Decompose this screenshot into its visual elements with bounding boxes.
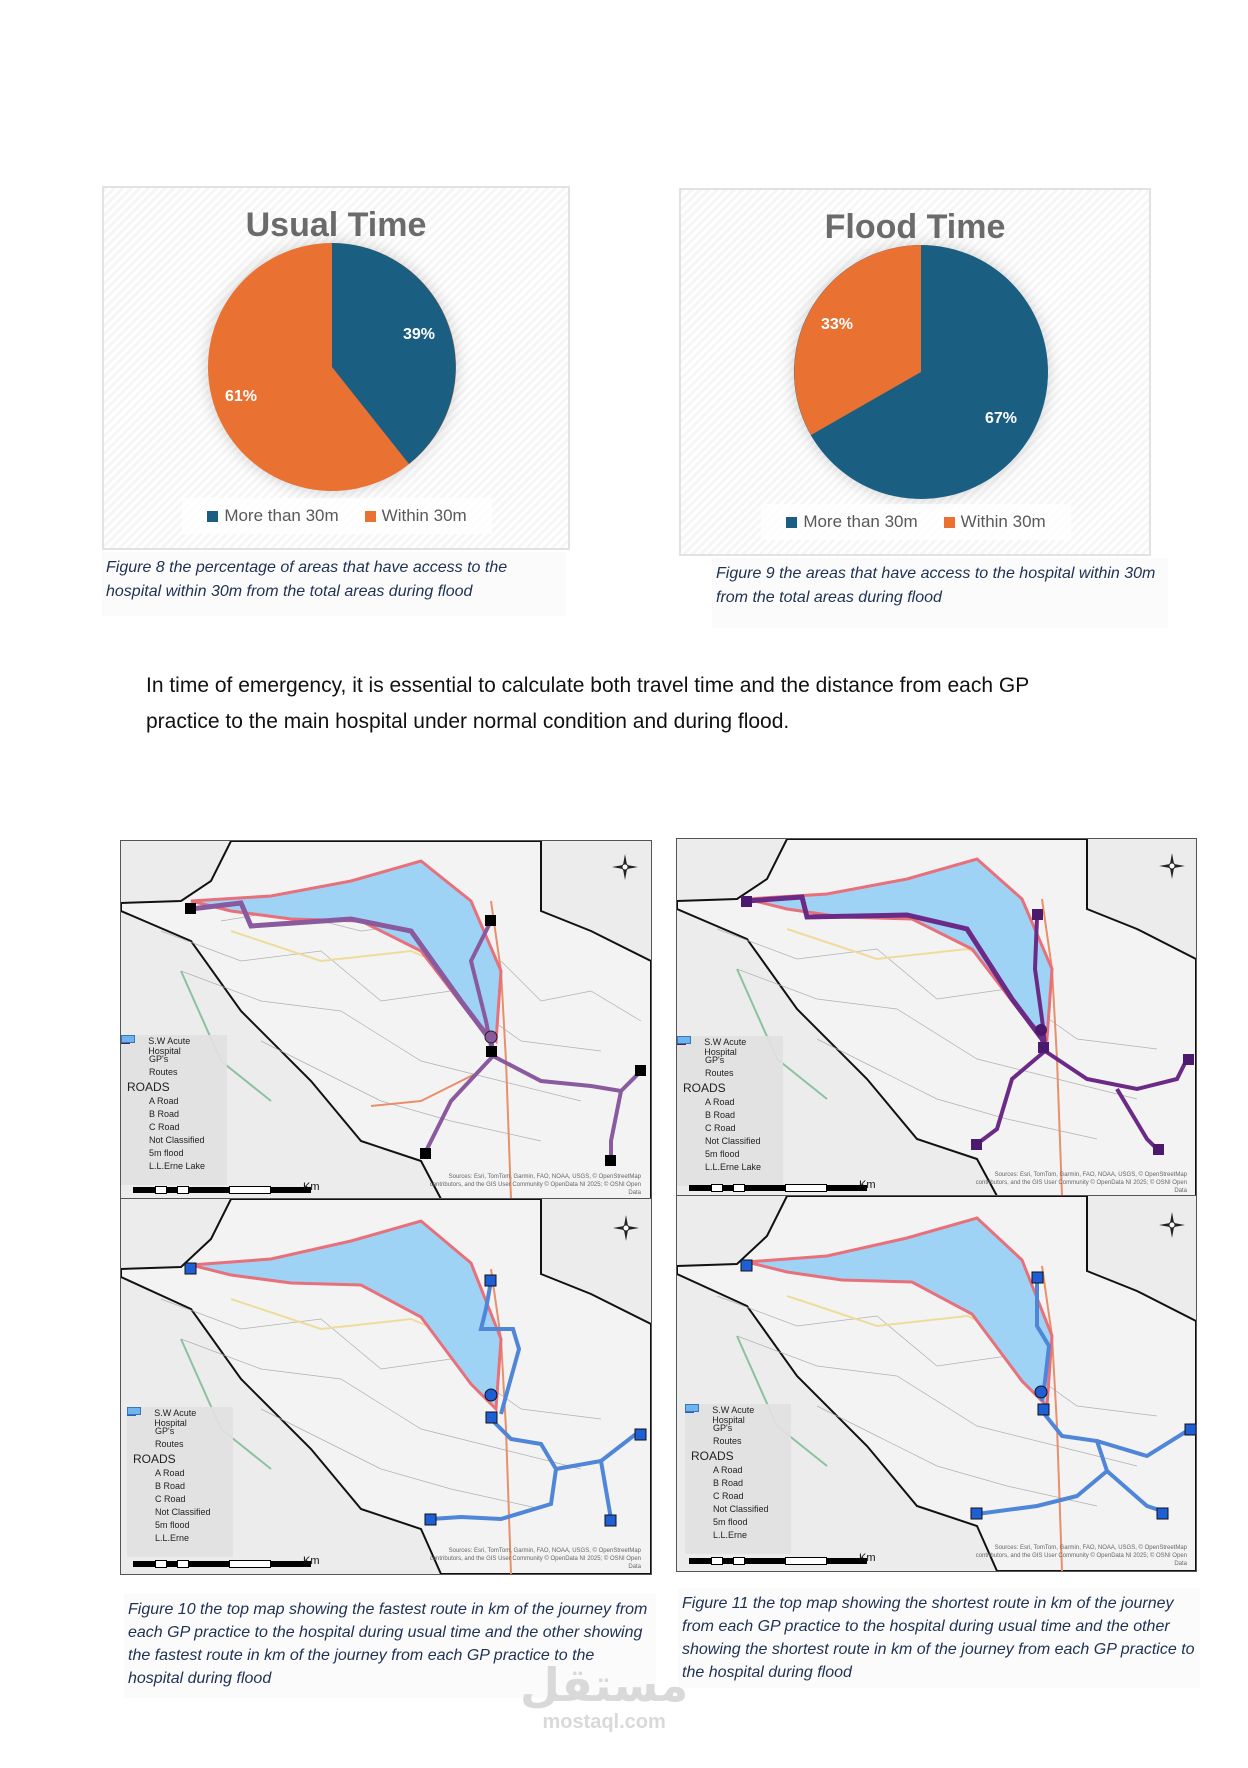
legend-label: More than 30m [803, 512, 918, 531]
map-legend: S.W Acute Hospital GP's Routes ROADS A R… [127, 1407, 233, 1557]
legend-a-road: A Road [705, 1096, 735, 1107]
map-attribution: Sources: Esri, TomTom, Garmin, FAO, NOAA… [975, 1172, 1187, 1194]
swatch-blue-icon [786, 516, 798, 528]
legend-item-within: Within 30m [943, 512, 1046, 532]
scale-unit: Km [303, 1181, 320, 1193]
legend-item-more: More than 30m [786, 512, 918, 532]
pie-label-within: 33% [821, 316, 854, 333]
legend-item-within: Within 30m [364, 506, 467, 526]
pie-chart: 33% 67% [793, 244, 1049, 500]
legend-roads-heading: ROADS [691, 1449, 734, 1463]
legend-flood: 5m flood [705, 1148, 740, 1159]
legend-lake: L.L.Erne [155, 1532, 190, 1543]
chart-legend: More than 30m Within 30m [182, 498, 492, 534]
north-arrow-icon [1157, 851, 1187, 881]
legend-not-classified: Not Classified [713, 1503, 769, 1514]
figure-9-caption: Figure 9 the areas that have access to t… [712, 558, 1168, 628]
north-arrow-icon [610, 852, 640, 882]
legend-not-classified: Not Classified [155, 1506, 211, 1517]
legend-routes: Routes [149, 1066, 178, 1077]
scale-unit: Km [303, 1555, 320, 1567]
map-attribution: Sources: Esri, TomTom, Garmin, FAO, NOAA… [429, 1174, 641, 1196]
legend-roads-heading: ROADS [127, 1080, 170, 1094]
north-arrow-icon [1157, 1210, 1187, 1240]
scale-bar [133, 1560, 311, 1568]
watermark-arabic: مستقل [520, 1659, 689, 1711]
body-paragraph: In time of emergency, it is essential to… [146, 674, 1029, 733]
legend-flood: 5m flood [149, 1147, 184, 1158]
figure-8-caption: Figure 8 the percentage of areas that ha… [102, 552, 566, 616]
legend-gps: GP's [149, 1053, 169, 1064]
legend-b-road: B Road [155, 1480, 186, 1491]
legend-roads-heading: ROADS [133, 1452, 176, 1466]
legend-b-road: B Road [149, 1108, 180, 1119]
swatch-blue-icon [207, 510, 219, 522]
legend-routes: Routes [713, 1435, 742, 1446]
pie-label-more: 39% [403, 326, 436, 343]
legend-item-more: More than 30m [207, 506, 339, 526]
map-canvas [677, 839, 1196, 1196]
scale-unit: Km [859, 1179, 876, 1191]
map-canvas [677, 1196, 1196, 1571]
pie-label-within: 61% [225, 388, 258, 405]
legend-label: More than 30m [224, 506, 339, 525]
legend-hospital: S.W Acute Hospital [712, 1404, 755, 1425]
scale-bar [689, 1184, 867, 1192]
legend-not-classified: Not Classified [705, 1135, 761, 1146]
pie-label-more: 67% [985, 410, 1018, 427]
legend-b-road: B Road [713, 1477, 744, 1488]
legend-routes: Routes [705, 1067, 734, 1078]
map-fastest-usual: S.W Acute Hospital GP's Routes ROADS A R… [120, 840, 652, 1200]
map-legend: S.W Acute Hospital GP's Routes ROADS A R… [677, 1036, 783, 1186]
legend-c-road: C Road [705, 1122, 736, 1133]
legend-a-road: A Road [713, 1464, 743, 1475]
legend-c-road: C Road [149, 1121, 180, 1132]
legend-b-road: B Road [705, 1109, 736, 1120]
map-shortest-flood: S.W Acute Hospital GP's Routes ROADS A R… [676, 1195, 1197, 1572]
map-legend: S.W Acute Hospital GP's Routes ROADS A R… [685, 1404, 791, 1554]
legend-a-road: A Road [149, 1095, 179, 1106]
map-attribution: Sources: Esri, TomTom, Garmin, FAO, NOAA… [429, 1548, 641, 1570]
watermark-logo: مستقل mostaql.com [520, 1660, 688, 1734]
chart-title: Flood Time [824, 208, 1006, 246]
figure-11-caption: Figure 11 the top map showing the shorte… [678, 1588, 1200, 1688]
figure-10-caption: Figure 10 the top map showing the fastes… [124, 1594, 656, 1698]
legend-gps: GP's [713, 1422, 733, 1433]
legend-hospital: S.W Acute Hospital [148, 1035, 191, 1056]
legend-lake: L.L.Erne [713, 1529, 748, 1540]
map-fastest-flood: S.W Acute Hospital GP's Routes ROADS A R… [120, 1198, 652, 1575]
legend-lake: L.L.Erne Lake [149, 1160, 206, 1171]
pie-chart: 39% 61% [207, 242, 457, 492]
legend-a-road: A Road [155, 1467, 185, 1478]
legend-flood: 5m flood [155, 1519, 190, 1530]
chart-legend: More than 30m Within 30m [761, 504, 1071, 540]
legend-roads-heading: ROADS [683, 1081, 726, 1095]
legend-flood: 5m flood [713, 1516, 748, 1527]
scale-unit: Km [859, 1552, 876, 1564]
legend-routes: Routes [155, 1438, 184, 1449]
legend-label: Within 30m [960, 512, 1046, 531]
swatch-orange-icon [943, 516, 955, 528]
legend-lake: L.L.Erne Lake [705, 1161, 762, 1172]
map-shortest-usual: S.W Acute Hospital GP's Routes ROADS A R… [676, 838, 1197, 1197]
legend-gps: GP's [155, 1425, 175, 1436]
legend-gps: GP's [705, 1054, 725, 1065]
scale-bar [133, 1186, 311, 1194]
scale-bar [689, 1557, 867, 1565]
watermark-latin: mostaql.com [542, 1711, 666, 1733]
chart-title: Usual Time [245, 206, 427, 244]
map-attribution: Sources: Esri, TomTom, Garmin, FAO, NOAA… [975, 1545, 1187, 1567]
legend-not-classified: Not Classified [149, 1134, 205, 1145]
north-arrow-icon [611, 1213, 641, 1243]
swatch-orange-icon [364, 510, 376, 522]
legend-c-road: C Road [713, 1490, 744, 1501]
legend-hospital: S.W Acute Hospital [704, 1036, 747, 1057]
flood-time-chart: Flood Time 33% 67% More than 30m Within … [679, 188, 1151, 556]
map-legend: S.W Acute Hospital GP's Routes ROADS A R… [121, 1035, 227, 1185]
usual-time-chart: Usual Time 39% 61% More than 30m Within … [102, 186, 570, 550]
legend-hospital: S.W Acute Hospital [154, 1407, 197, 1428]
legend-label: Within 30m [381, 506, 467, 525]
legend-c-road: C Road [155, 1493, 186, 1504]
